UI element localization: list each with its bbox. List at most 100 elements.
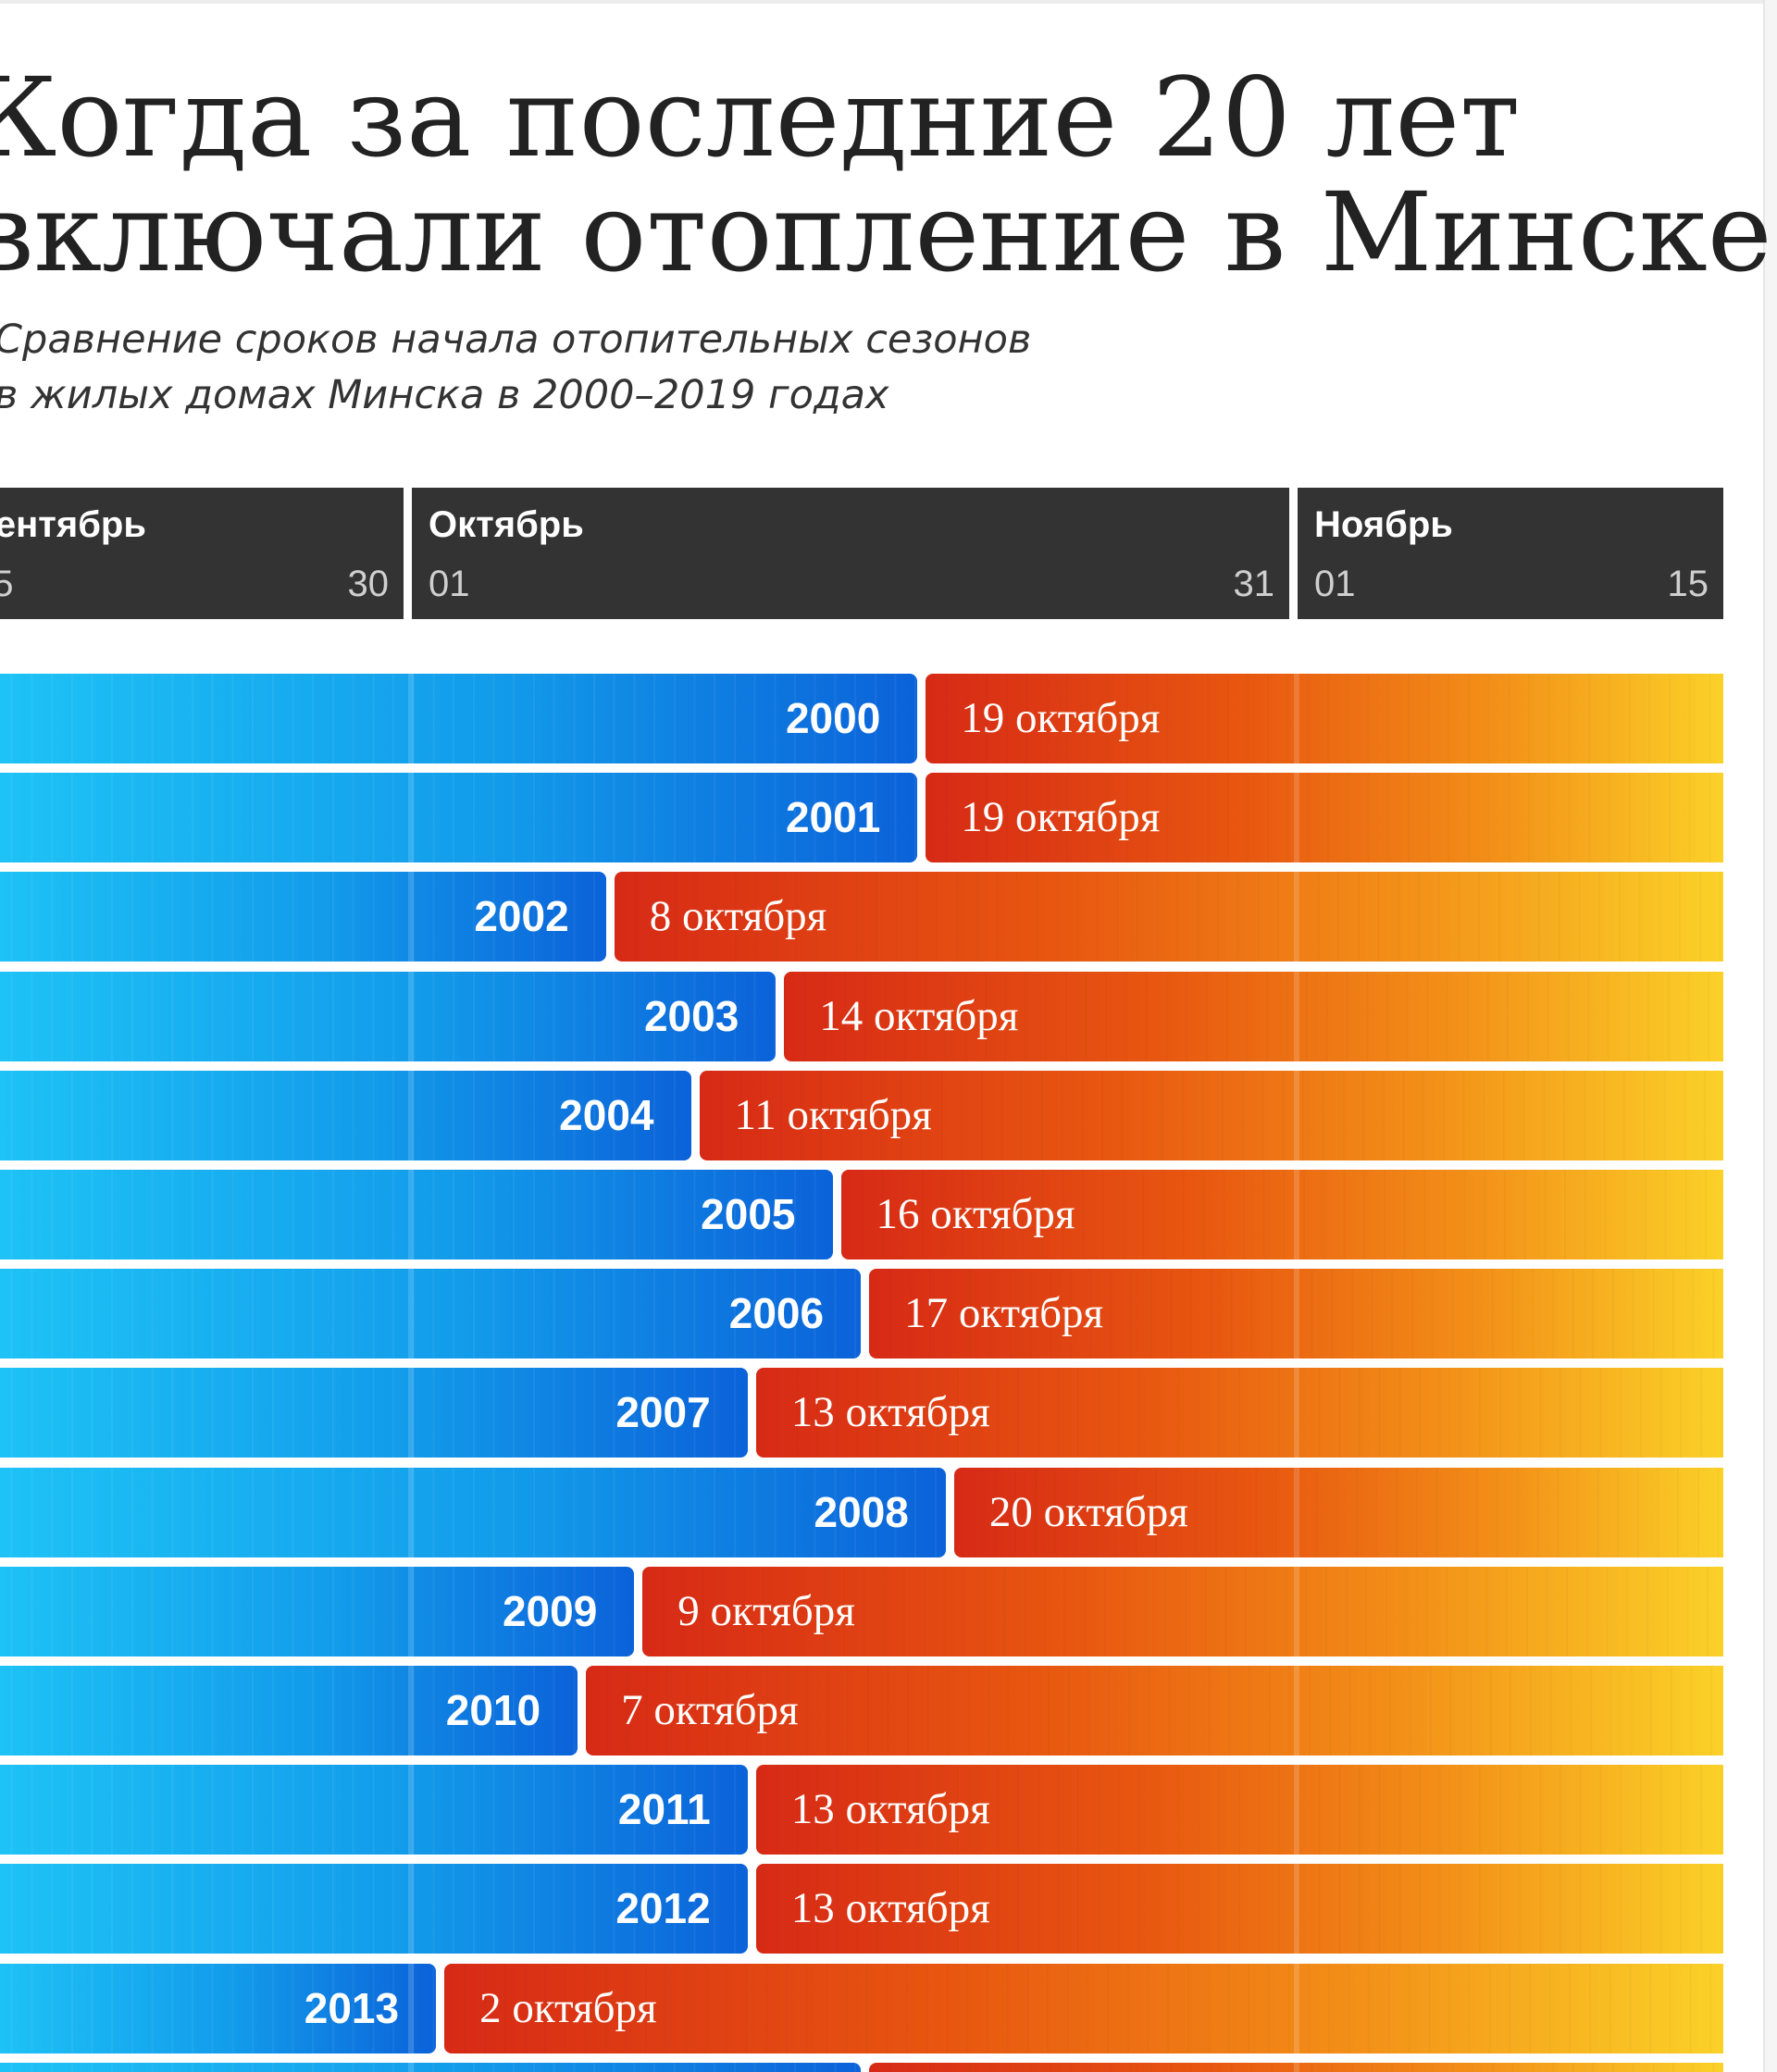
page-edge xyxy=(1763,0,1777,2072)
bar-texture xyxy=(0,1467,946,1557)
chart-row: 2012 13 октября xyxy=(0,1864,1723,1954)
bar-texture xyxy=(0,1963,437,2053)
bar-texture xyxy=(0,1070,691,1160)
month-header-november: Ноябрь 01 15 xyxy=(1298,488,1723,619)
cold-bar: 2008 xyxy=(0,1467,946,1557)
heating-start-date: 9 октября xyxy=(677,1586,855,1635)
month-name: Октябрь xyxy=(429,504,584,545)
top-edge xyxy=(0,0,1763,4)
year-label: 2009 xyxy=(502,1586,598,1635)
heating-start-date: 19 октября xyxy=(961,793,1161,842)
year-label: 2013 xyxy=(304,1983,400,2032)
cold-bar: 2012 xyxy=(0,1864,748,1954)
bars-area: 2000 19 октября 2001 19 октября 2002 8 октябр… xyxy=(0,674,1723,2072)
cold-bar: 2011 xyxy=(0,1765,748,1855)
bar-texture xyxy=(0,2062,862,2072)
year-label: 2003 xyxy=(643,991,739,1040)
cold-bar: 2013 xyxy=(0,1963,437,2053)
bar-texture xyxy=(755,1864,1723,1954)
bar-texture xyxy=(0,1566,635,1656)
bar-texture xyxy=(0,1269,862,1359)
bar-texture xyxy=(869,1269,1723,1359)
chart-row: 2006 17 октября xyxy=(0,1269,1723,1359)
chart-title-line-1: Когда за последние 20 лет xyxy=(0,54,1521,181)
year-label: 2010 xyxy=(445,1686,541,1734)
heating-bar: 13 октября xyxy=(755,1765,1723,1855)
cold-bar: 2002 xyxy=(0,872,606,962)
month-end-day: 15 xyxy=(1667,564,1709,604)
heating-start-date: 20 октября xyxy=(988,1487,1188,1536)
bar-texture xyxy=(699,1070,1723,1160)
heating-start-date: 7 октября xyxy=(621,1686,799,1734)
heating-bar: 19 октября xyxy=(926,674,1723,763)
heating-bar: 2 октября xyxy=(444,1963,1723,2053)
chart-row: 2013 2 октября xyxy=(0,1963,1723,2053)
month-name: Ноябрь xyxy=(1314,504,1453,545)
year-label: 2011 xyxy=(617,1785,711,1834)
year-label: 2014 xyxy=(729,2063,824,2072)
month-name: Сентябрь xyxy=(0,504,146,545)
year-label: 2004 xyxy=(559,1090,654,1139)
bar-texture xyxy=(926,773,1723,863)
chart-row: 2007 13 октября xyxy=(0,1368,1723,1458)
cold-bar: 2004 xyxy=(0,1070,691,1160)
month-start-day: 15 xyxy=(0,564,14,604)
chart-row: 2011 13 октября xyxy=(0,1765,1723,1855)
heating-start-date: 19 октября xyxy=(961,694,1161,742)
month-end-day: 30 xyxy=(347,564,390,604)
chart-row: 2009 9 октября xyxy=(0,1566,1723,1656)
year-label: 2000 xyxy=(785,694,881,742)
chart-row: 2010 7 октября xyxy=(0,1666,1723,1756)
bar-texture xyxy=(586,1666,1723,1756)
heating-start-date: 13 октября xyxy=(790,1785,990,1834)
bar-texture xyxy=(0,1368,748,1458)
chart-subtitle-line-2: в жилых домах Минска в 2000–2019 годах xyxy=(0,372,889,418)
cold-bar: 2000 xyxy=(0,674,918,763)
heating-start-date: 16 октября xyxy=(876,1190,1075,1238)
heating-bar: 11 октября xyxy=(699,1070,1723,1160)
heating-start-date: 11 октября xyxy=(734,1090,932,1139)
bar-texture xyxy=(0,1864,748,1954)
heating-start-date: 13 октября xyxy=(790,1884,990,1933)
month-boundary-line xyxy=(408,674,414,2072)
chart-row: 2003 14 октября xyxy=(0,971,1723,1061)
bar-texture xyxy=(444,1963,1723,2053)
cold-bar: 2006 xyxy=(0,1269,862,1359)
bar-texture xyxy=(0,971,777,1061)
month-boundary-line xyxy=(1294,674,1299,2072)
year-label: 2005 xyxy=(701,1190,796,1238)
heating-start-date: 8 октября xyxy=(649,892,827,941)
month-start-day: 01 xyxy=(429,564,470,604)
chart-subtitle-line-1: Сравнение сроков начала отопительных сез… xyxy=(0,316,1032,363)
bar-texture xyxy=(926,674,1723,763)
heating-bar: 17 октября xyxy=(869,1269,1723,1359)
year-label: 2012 xyxy=(615,1884,711,1933)
chart-row: 2000 19 октября xyxy=(0,674,1723,763)
heating-bar: 19 октября xyxy=(926,773,1723,863)
chart-row: 2001 19 октября xyxy=(0,773,1723,863)
month-header-october: Октябрь 01 31 xyxy=(412,488,1289,619)
year-label: 2008 xyxy=(814,1487,909,1536)
cold-bar: 2009 xyxy=(0,1566,635,1656)
bar-texture xyxy=(0,1170,833,1259)
cold-bar: 2007 xyxy=(0,1368,748,1458)
cold-bar: 2014 xyxy=(0,2062,862,2072)
heating-bar: 9 октября xyxy=(642,1566,1723,1656)
cold-bar: 2003 xyxy=(0,971,777,1061)
bar-texture xyxy=(642,1566,1723,1656)
bar-texture xyxy=(755,1368,1723,1458)
heating-start-date: 2 октября xyxy=(479,1983,657,2032)
heating-bar: 7 октября xyxy=(586,1666,1723,1756)
year-label: 2006 xyxy=(728,1289,825,1338)
heating-start-date: 14 октября xyxy=(819,991,1019,1040)
heating-bar: 20 октября xyxy=(953,1467,1723,1557)
chart-row: 2008 20 октября xyxy=(0,1467,1723,1557)
chart-row: 2005 16 октября xyxy=(0,1170,1723,1259)
heating-bar xyxy=(869,2062,1723,2072)
year-label: 2002 xyxy=(474,892,569,941)
heating-bar: 14 октября xyxy=(784,971,1723,1061)
chart-row: 2002 8 октября xyxy=(0,872,1723,962)
bar-texture xyxy=(784,971,1723,1061)
heating-start-date: 13 октября xyxy=(790,1388,990,1437)
bar-texture xyxy=(755,1765,1723,1855)
